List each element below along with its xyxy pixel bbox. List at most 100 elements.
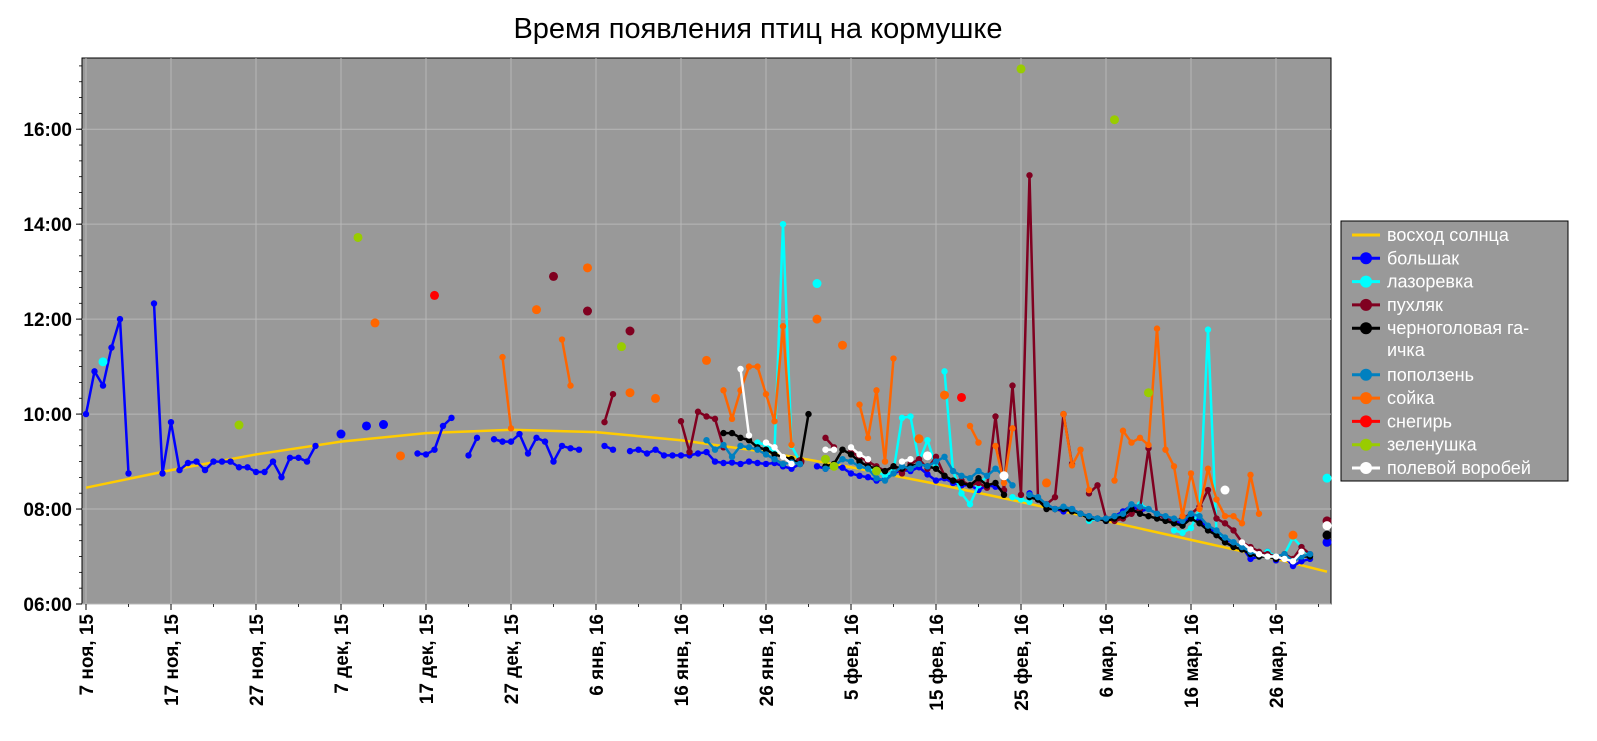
data-point (975, 439, 982, 446)
series-line (84, 317, 130, 474)
data-point (1170, 515, 1178, 522)
data-point (856, 463, 863, 470)
legend-swatch-marker (1360, 275, 1372, 288)
data-point (1009, 482, 1016, 489)
legend-label: пухляк (1387, 295, 1443, 315)
data-point (370, 318, 380, 328)
series-line (679, 410, 725, 454)
data-point (720, 441, 727, 449)
data-point (625, 326, 635, 336)
data-point (1281, 555, 1288, 563)
data-point (788, 465, 795, 472)
data-point (788, 460, 795, 468)
x-tick-label: 25 фев, 16 (1012, 614, 1033, 711)
data-point (898, 470, 906, 477)
data-point (312, 442, 319, 450)
data-point (1247, 471, 1254, 479)
x-tick-label: 17 дек, 15 (417, 614, 438, 705)
data-point (1322, 530, 1332, 540)
data-point (907, 413, 914, 420)
data-point (1077, 446, 1084, 453)
data-point (218, 458, 226, 465)
data-point (439, 422, 447, 430)
data-point (583, 263, 592, 273)
series-line (1062, 413, 1091, 491)
data-point (116, 315, 124, 323)
data-point (983, 472, 991, 480)
data-point (677, 418, 685, 425)
data-point (941, 368, 948, 375)
series-9 (737, 365, 1332, 565)
axes: 06:00 08:00 10:00 12:00 14:00 16:00 7 ноя, 15 1… (23, 65, 1319, 711)
data-point (812, 314, 822, 324)
data-point (941, 453, 948, 461)
data-point (1272, 553, 1280, 560)
data-point (176, 466, 183, 474)
data-point (1230, 512, 1237, 520)
data-point (1009, 493, 1016, 501)
data-point (201, 466, 209, 474)
data-point (881, 477, 889, 484)
data-point (167, 418, 175, 426)
data-point (609, 446, 617, 453)
data-point (1264, 553, 1271, 560)
data-point (873, 387, 880, 394)
data-point (898, 414, 906, 422)
data-point (856, 401, 863, 408)
data-point (711, 458, 719, 465)
data-point (1179, 517, 1186, 525)
data-point (703, 437, 710, 444)
series-line (603, 393, 615, 423)
data-point (915, 455, 923, 463)
data-point (430, 290, 439, 300)
data-point (762, 460, 770, 468)
data-point (626, 447, 634, 455)
data-point (728, 459, 736, 466)
series-line (467, 437, 479, 456)
data-point (575, 446, 583, 453)
data-point (532, 305, 541, 315)
data-point (669, 452, 676, 459)
y-tick-label: 06:00 (23, 595, 72, 616)
data-point (762, 390, 770, 398)
data-point (856, 451, 863, 458)
data-point (847, 444, 855, 451)
data-point (1128, 510, 1135, 517)
data-point (1213, 531, 1220, 539)
data-point (465, 452, 472, 459)
data-point (999, 471, 1009, 481)
data-point (524, 450, 532, 457)
data-point (1322, 537, 1332, 547)
data-point (1230, 543, 1237, 551)
legend-label: черноголовая га-ичка (1387, 318, 1529, 360)
data-point (336, 429, 346, 439)
data-point (745, 363, 753, 370)
data-point (1102, 515, 1110, 522)
data-point (1230, 539, 1237, 546)
data-point (966, 501, 974, 508)
data-point (1068, 462, 1076, 469)
data-point (448, 414, 455, 422)
legend-swatch-marker (1360, 415, 1372, 428)
data-point (907, 455, 914, 463)
data-point (1221, 520, 1229, 527)
data-point (1068, 505, 1076, 513)
legend-label: снегирь (1387, 411, 1452, 431)
y-tick-label: 14:00 (23, 215, 72, 236)
legend-label: сойка (1387, 388, 1436, 408)
data-point (711, 415, 719, 423)
data-point (1094, 482, 1101, 489)
data-point (737, 365, 744, 373)
data-point (91, 368, 98, 375)
data-point (864, 474, 872, 481)
data-point (1077, 510, 1084, 517)
data-point (414, 450, 421, 457)
data-point (856, 472, 863, 480)
data-point (286, 454, 294, 461)
data-point (890, 470, 897, 477)
data-point (872, 466, 881, 476)
data-point (754, 446, 761, 453)
data-point (779, 323, 787, 330)
data-point (864, 455, 872, 463)
